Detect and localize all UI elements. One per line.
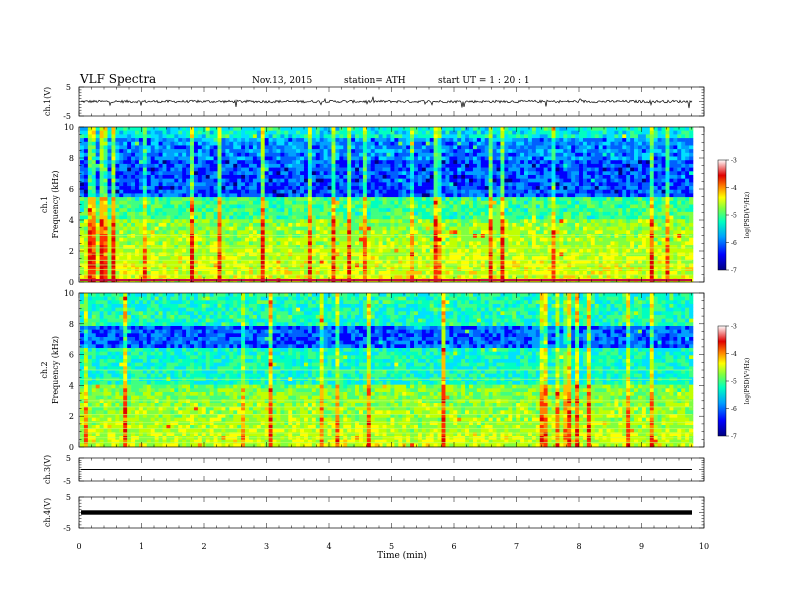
x-tick-label: 3	[264, 542, 269, 551]
y-tick-label-top: 5	[66, 454, 71, 463]
colorbar-tick-label: -3	[731, 324, 737, 331]
x-tick-label: 10	[699, 542, 709, 551]
time-axis: 0 1 2 3 4 5 6 7 8 9 10	[76, 542, 709, 551]
ch2-spectrogram-panel: 0 2 4 6 8 10 ch.2 Frequency (kHz)	[40, 289, 705, 452]
colorbar-label: log(PSD(V²/Hz)	[744, 358, 751, 405]
y-tick-label: 2	[69, 412, 74, 421]
y-tick-label: 10	[64, 289, 74, 298]
colorbar-tick-label: -5	[731, 213, 737, 220]
x-axis-label: Time (min)	[377, 550, 427, 561]
x-tick-label: 5	[389, 542, 394, 551]
colorbar-gradient	[717, 159, 727, 271]
x-tick-label: 9	[639, 542, 644, 551]
y-axis-label: ch.3(V)	[43, 455, 52, 484]
y-tick-label: 6	[69, 351, 74, 360]
figure-title: VLF Spectra	[79, 72, 156, 86]
colorbar-ch1: -3 -4 -5 -6 -7 log(PSD(V²/Hz)	[717, 158, 751, 275]
channel-label: ch.1	[40, 196, 49, 213]
x-tick-label: 1	[139, 542, 144, 551]
ch3-waveform-panel: 5 -5 ch.3(V)	[43, 454, 705, 486]
x-tick-label: 0	[76, 542, 81, 551]
colorbar-label: log(PSD(V²/Hz)	[744, 192, 751, 239]
colorbar-tick-label: -4	[731, 185, 737, 192]
x-tick-label: 2	[201, 542, 206, 551]
header-station: station= ATH	[344, 76, 406, 86]
y-tick-label-bottom: -5	[63, 112, 71, 121]
ch1-spectrogram-panel: 0 2 4 6 8 10 ch.1 Frequency (kHz)	[40, 123, 705, 287]
colorbar-tick-label: -5	[731, 379, 737, 386]
y-axis-label: Frequency (kHz)	[51, 170, 60, 238]
y-tick-label: 10	[64, 123, 74, 132]
colorbar-tick-label: -7	[731, 268, 737, 275]
y-tick-label-bottom: -5	[63, 477, 71, 486]
ch4-waveform-panel: 5 -5 ch.4(V)	[43, 493, 705, 533]
y-tick-label-top: 5	[66, 493, 71, 502]
colorbar-tick-label: -6	[731, 406, 737, 413]
y-tick-label: 0	[69, 278, 74, 287]
colorbar-tick-label: -7	[731, 434, 737, 441]
y-axis-label: ch.1(V)	[43, 87, 52, 116]
colorbar-ch2: -3 -4 -5 -6 -7 log(PSD(V²/Hz)	[717, 324, 751, 441]
x-tick-label: 7	[514, 542, 519, 551]
y-tick-label-top: 5	[66, 83, 71, 92]
y-tick-label: 2	[69, 247, 74, 256]
colorbar-gradient	[717, 325, 727, 437]
spectrogram-cells	[80, 127, 694, 283]
x-tick-label: 4	[326, 542, 331, 551]
y-axis-label: Frequency (kHz)	[51, 336, 60, 404]
channel-label: ch.2	[40, 361, 49, 378]
ch1-waveform-panel: 5 -5 ch.1(V)	[43, 83, 705, 121]
y-tick-label: 4	[69, 381, 74, 390]
y-tick-label: 8	[69, 154, 74, 163]
x-tick-label: 6	[451, 542, 456, 551]
colorbar-tick-label: -6	[731, 240, 737, 247]
ch1-signal-trace	[80, 96, 693, 109]
x-tick-label: 8	[576, 542, 581, 551]
ch4-signal-trace	[81, 510, 692, 515]
y-tick-label: 0	[69, 443, 74, 452]
header-date: Nov.13, 2015	[252, 76, 313, 86]
colorbar-tick-label: -3	[731, 158, 737, 165]
low-freq-band	[80, 279, 692, 281]
y-tick-label: 8	[69, 320, 74, 329]
y-axis-label: ch.4(V)	[43, 498, 52, 527]
y-tick-label: 4	[69, 216, 74, 225]
y-tick-label-bottom: -5	[63, 524, 71, 533]
header-start-ut: start UT = 1 : 20 : 1	[438, 76, 530, 86]
colorbar-tick-label: -4	[731, 351, 737, 358]
y-tick-label: 6	[69, 185, 74, 194]
